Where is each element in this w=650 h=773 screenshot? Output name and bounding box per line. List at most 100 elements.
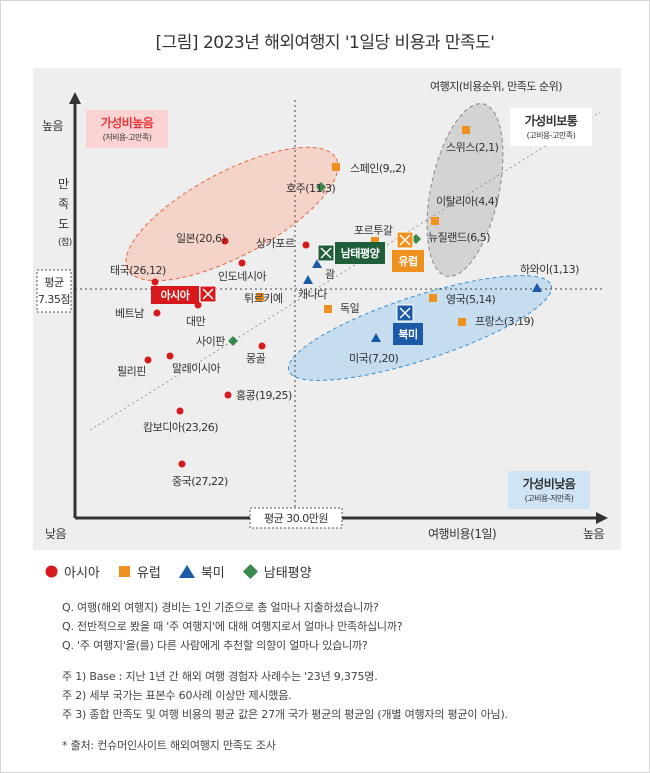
data-point-label: 상가포르	[256, 237, 295, 250]
x-axis-arrow-icon	[596, 512, 608, 524]
average-cost-label: 평균 30.0만원	[264, 512, 328, 525]
data-point-circle	[302, 241, 310, 249]
data-point-label: 사이판	[196, 335, 225, 348]
x-axis-title: 여행비용(1일)	[428, 526, 496, 541]
data-point-square	[332, 163, 340, 171]
x-box-icon	[320, 247, 332, 259]
data-point-label: 이탈리아(4,4)	[436, 195, 498, 208]
data-point-square	[371, 237, 379, 245]
region-badge-label: 북미	[398, 327, 417, 341]
average-satisfaction-box	[36, 269, 72, 313]
note-sample: 주 2) 세부 국가는 표본수 60사례 이상만 제시했음.	[62, 689, 292, 702]
data-point-label: 필리핀	[117, 365, 146, 378]
data-point-square	[324, 305, 332, 313]
data-point-circle	[224, 391, 232, 399]
source: * 출처: 컨슈머인사이트 해외여행지 만족도 조사	[62, 739, 276, 752]
data-point-circle	[153, 309, 161, 317]
asia-cluster-ellipse	[125, 146, 339, 282]
data-point-circle	[238, 259, 246, 267]
x-axis-low-label: 낮음	[45, 527, 67, 541]
data-point-label: 인도네시아	[218, 270, 266, 283]
notes: Q. 여행(해외 여행지) 경비는 1인 기준으로 총 얼마나 지출하셨습니까?…	[62, 598, 508, 755]
question-recommend: Q. '주 여행지'을(를) 다른 사람에게 추천할 의향이 얼마나 있습니까?	[62, 639, 368, 652]
data-point-triangle	[312, 259, 322, 268]
data-point-label: 스위스(2,1)	[446, 141, 499, 154]
legend-item-north-america: 북미	[178, 562, 225, 581]
legend-label: 아시아	[64, 566, 100, 581]
square-marker-icon	[118, 566, 130, 577]
average-satisfaction-label: 7.35점	[38, 293, 70, 306]
data-point-label: 영국(5,14)	[446, 293, 496, 306]
data-point-circle	[221, 237, 229, 245]
x-box-icon	[202, 288, 214, 300]
region-badge	[393, 323, 423, 345]
data-point-label: 포르투갈	[354, 223, 393, 237]
average-cost-box	[249, 507, 343, 529]
data-point-square	[431, 217, 439, 225]
data-point-label: 괌	[325, 268, 335, 281]
data-point-label: 스페인(9,,2)	[350, 162, 406, 175]
figure-title: [그림] 2023년 해외여행지 '1일당 비용과 만족도'	[155, 33, 495, 53]
region-badge	[335, 242, 385, 264]
note-base: 주 1) Base : 지난 1년 간 해외 여행 경험자 사례수는 '23년 …	[62, 670, 378, 683]
data-point-circle	[166, 352, 174, 360]
data-point-label: 캐나다	[298, 288, 327, 301]
quadrant-title: 가성비보통	[525, 113, 578, 128]
question-cost: Q. 여행(해외 여행지) 경비는 1인 기준으로 총 얼마나 지출하셨습니까?	[62, 601, 379, 614]
data-point-label: 홍콩(19,25)	[236, 388, 292, 402]
quadrant-box	[86, 110, 168, 148]
trend-line	[89, 111, 601, 431]
quadrant-box	[508, 471, 590, 509]
data-point-label: 몽골	[246, 352, 266, 365]
data-point-label: 말레이시아	[172, 362, 220, 375]
region-badge	[151, 286, 199, 304]
data-point-label: 베트남	[115, 307, 144, 320]
data-point-diamond	[228, 336, 238, 346]
data-point-square	[462, 126, 470, 134]
x-box-icon	[399, 307, 411, 319]
data-point-label: 프랑스(3,19)	[475, 315, 534, 328]
region-badge-label: 남태평양	[341, 246, 380, 260]
legend: 아시아 유럽 북미 남태평양	[45, 562, 312, 581]
data-point-square	[256, 293, 264, 301]
data-point-label: 일본(20,6)	[176, 231, 226, 245]
region-badge	[392, 250, 424, 272]
y-axis-title: 도	[58, 217, 69, 231]
quadrant-subtitle: (고비용-저만족)	[525, 494, 574, 503]
triangle-marker-icon	[178, 565, 195, 578]
data-point-label: 미국(7,20)	[349, 352, 399, 365]
legend-label: 유럽	[136, 566, 161, 581]
data-point-triangle	[371, 333, 381, 342]
data-point-circle	[144, 356, 152, 364]
data-point-diamond	[316, 182, 326, 192]
legend-item-europe: 유럽	[118, 562, 161, 581]
y-axis-arrow-icon	[69, 92, 81, 104]
y-axis-title: (점)	[58, 236, 72, 248]
quadrant-title: 가성비높음	[101, 115, 154, 130]
data-point-label: 캄보디아(23,26)	[143, 421, 218, 434]
legend-item-south-pacific: 남태평양	[242, 562, 312, 581]
data-point-label: 뉴질랜드(6,5)	[428, 231, 490, 244]
data-point-square	[458, 318, 466, 326]
quadrant-subtitle: (고비용-고만족)	[527, 131, 576, 140]
x-axis-high-label: 높음	[583, 527, 605, 541]
data-point-square	[429, 294, 437, 302]
data-point-label: 하와이(1,13)	[520, 262, 579, 276]
data-point-label: 튀르키예	[244, 292, 282, 305]
note-average: 주 3) 종합 만족도 및 여행 비용의 평균 값은 27개 국가 평균의 평균…	[62, 708, 508, 721]
quadrant-box	[510, 108, 592, 146]
data-point-circle	[178, 460, 186, 468]
data-point-label: 호주(11,3)	[286, 182, 336, 195]
average-satisfaction-label: 평균	[44, 276, 64, 289]
y-axis-high-label: 높음	[42, 119, 64, 133]
quadrant-subtitle: (저비용-고만족)	[103, 133, 152, 142]
europe-cluster-ellipse	[426, 103, 504, 277]
data-point-label: 독일	[340, 301, 360, 315]
data-point-label: 대만	[186, 315, 206, 328]
y-axis-title: 족	[58, 197, 69, 211]
y-axis-title: 만	[58, 177, 69, 191]
label-note: 여행지(비용순위, 만족도 순위)	[430, 80, 562, 93]
data-point-label: 태국(26,12)	[110, 264, 166, 277]
quadrant-title: 가성비낮음	[523, 476, 576, 491]
